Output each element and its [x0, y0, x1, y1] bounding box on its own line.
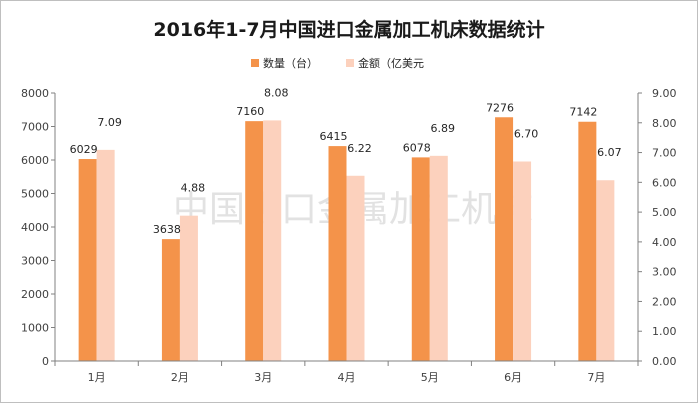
bar-amount: [179, 215, 198, 361]
data-label-quantity: 6029: [70, 143, 98, 156]
legend-swatch: [346, 59, 354, 67]
bar-amount: [429, 155, 448, 361]
data-label-quantity: 6078: [403, 141, 431, 154]
right-axis-tick-label: 3.00: [652, 266, 677, 279]
data-label-amount: 6.22: [347, 142, 372, 155]
data-label-quantity: 6415: [320, 130, 348, 143]
bar-amount: [596, 180, 615, 361]
data-label-amount: 6.89: [431, 122, 456, 135]
legend-label: 金额（亿美元: [358, 56, 424, 70]
data-label-amount: 4.88: [181, 182, 206, 195]
bar-quantity: [245, 121, 264, 361]
x-axis-category-label: 3月: [254, 371, 272, 384]
data-label-quantity: 7160: [236, 105, 264, 118]
right-axis-tick-label: 5.00: [652, 206, 677, 219]
x-axis-category-label: 4月: [338, 371, 356, 384]
right-axis-tick-label: 1.00: [652, 325, 677, 338]
bar-quantity: [328, 146, 347, 361]
bar-quantity: [161, 239, 180, 361]
data-label-quantity: 7142: [569, 106, 597, 119]
left-axis-tick-label: 2000: [21, 288, 49, 301]
bar-amount: [513, 161, 532, 361]
bar-quantity: [495, 117, 514, 361]
x-axis-category-label: 6月: [504, 371, 522, 384]
bar-quantity: [578, 121, 597, 361]
right-axis: 0.00 1.00 2.00 3.00 4.00 5.00 6.00 7.00 8.00 9.00: [637, 87, 677, 368]
bar-amount: [346, 175, 365, 361]
x-axis-category-label: 7月: [587, 371, 605, 384]
left-axis-tick-label: 8000: [21, 87, 49, 100]
x-axis-category-label: 5月: [421, 371, 439, 384]
bar-amount: [263, 120, 282, 361]
left-axis-tick-label: 4000: [21, 221, 49, 234]
bar-amount: [96, 149, 115, 361]
left-axis-tick-label: 7000: [21, 121, 49, 134]
left-axis-tick-label: 6000: [21, 154, 49, 167]
data-label-amount: 6.70: [514, 127, 539, 140]
left-axis: 0 1000 2000 3000 4000 5000 6000 7000 8000: [21, 87, 56, 368]
left-axis-tick-label: 3000: [21, 255, 49, 268]
right-axis-tick-label: 6.00: [652, 176, 677, 189]
legend-label: 数量（台）: [263, 56, 318, 70]
bar-quantity: [411, 157, 430, 361]
left-axis-tick-label: 0: [42, 355, 49, 368]
x-axis: 1月 2月 3月 4月 5月 6月 7月: [54, 360, 639, 384]
right-axis-tick-label: 4.00: [652, 236, 677, 249]
left-axis-tick-label: 1000: [21, 322, 49, 335]
x-axis-category-label: 2月: [171, 371, 189, 384]
data-label-amount: 8.08: [264, 86, 289, 99]
right-axis-tick-label: 9.00: [652, 87, 677, 100]
data-label-amount: 6.07: [597, 146, 622, 159]
data-label-quantity: 7276: [486, 101, 514, 114]
left-axis-tick-label: 5000: [21, 188, 49, 201]
right-axis-tick-label: 8.00: [652, 117, 677, 130]
data-label-amount: 7.09: [97, 116, 122, 129]
legend-swatch: [251, 59, 259, 67]
right-axis-tick-label: 0.00: [652, 355, 677, 368]
right-axis-tick-label: 2.00: [652, 295, 677, 308]
legend: 数量（台） 金额（亿美元: [251, 56, 424, 70]
right-axis-tick-label: 7.00: [652, 147, 677, 160]
chart-title: 2016年1-7月中国进口金属加工机床数据统计: [153, 18, 544, 41]
data-label-quantity: 3638: [153, 223, 181, 236]
x-axis-category-label: 1月: [88, 371, 106, 384]
bar-quantity: [78, 159, 97, 361]
